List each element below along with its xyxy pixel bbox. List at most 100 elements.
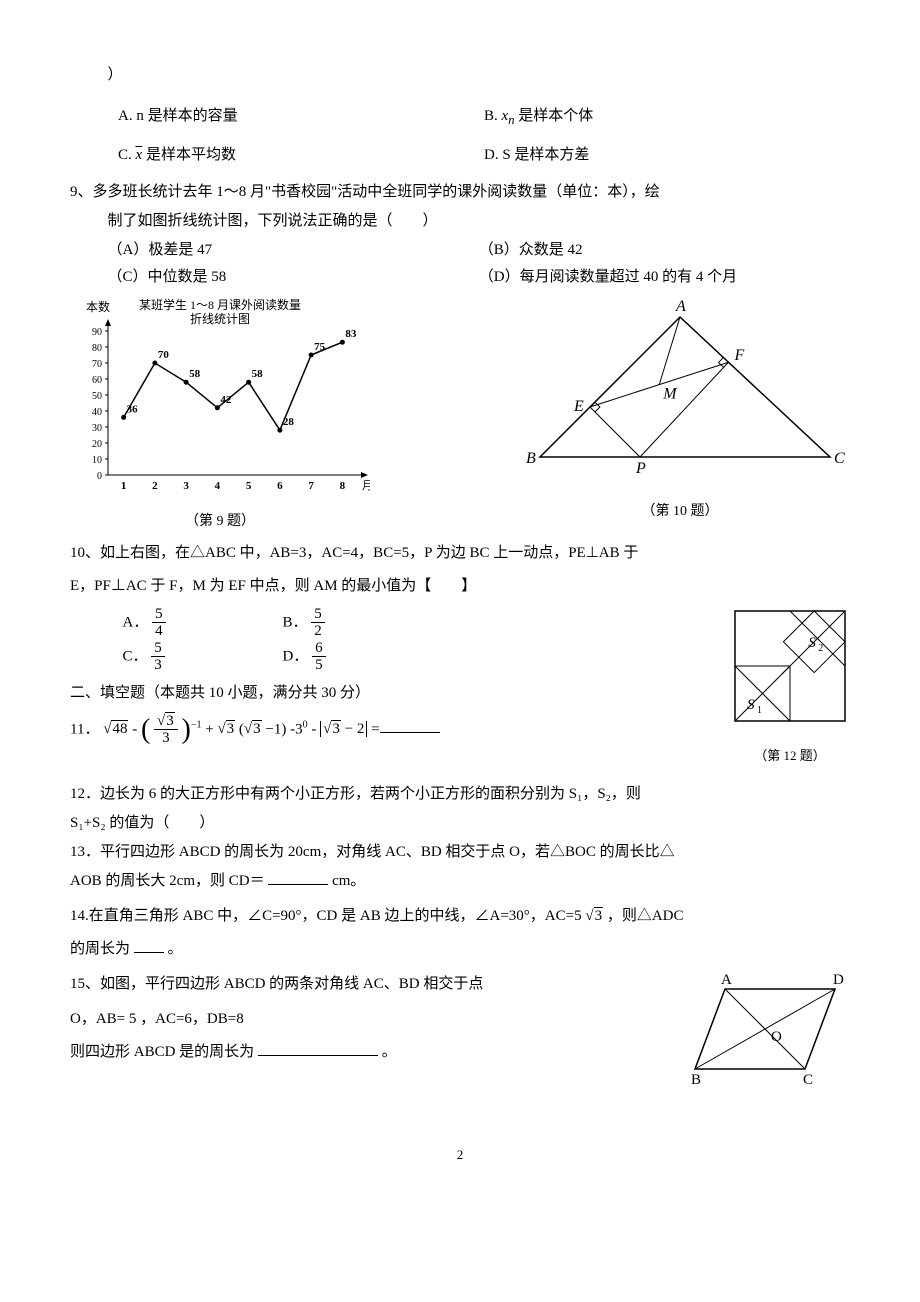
svg-text:5: 5 — [246, 480, 252, 492]
abs: 3 − 2 — [320, 721, 367, 737]
svg-text:20: 20 — [92, 439, 102, 450]
q10-stem-1: 10、如上右图，在△ABC 中，AB=3，AC=4，BC=5，P 为边 BC 上… — [70, 540, 850, 567]
svg-text:折线统计图: 折线统计图 — [190, 311, 250, 326]
page-number: 2 — [70, 1143, 850, 1166]
q9-opts-row1: （A）极差是 47 （B）众数是 42 — [70, 237, 850, 264]
q14-sqrt-val: 3 — [594, 907, 604, 924]
q15-blank — [258, 1040, 378, 1056]
svg-text:90: 90 — [92, 327, 102, 338]
svg-text:月份: 月份 — [362, 479, 370, 492]
q8-optA: A. n 是样本的容量 — [118, 103, 484, 132]
svg-text:8: 8 — [340, 480, 346, 492]
q14-l1-post: ，则△ADC — [607, 908, 684, 924]
minus1: - — [132, 721, 141, 737]
q14-blank — [134, 937, 164, 953]
q10-opts-row1: A． 54 B． 52 — [70, 606, 443, 640]
minus2: -3 — [290, 721, 303, 737]
q9-stem-2: 制了如图折线统计图，下列说法正确的是（ ） — [70, 208, 850, 235]
m1: −1) — [262, 721, 287, 737]
minus3: - — [311, 721, 320, 737]
q11-label: 11． — [70, 721, 99, 737]
caption-9: （第 9 题） — [70, 509, 370, 534]
sqrt3b: 3 — [244, 716, 262, 743]
q13-l2-post: cm。 — [332, 873, 365, 889]
q8-optD: D. S 是样本方差 — [484, 142, 850, 169]
q13-l2-pre: AOB 的周长大 2cm，则 CD＝ — [70, 873, 265, 889]
svg-text:A: A — [675, 298, 686, 315]
labelB: B． — [283, 614, 308, 630]
svg-text:0: 0 — [97, 471, 102, 482]
svg-text:D: D — [833, 972, 844, 988]
svg-text:83: 83 — [345, 328, 357, 340]
q8-optB: B. xn 是样本个体 — [484, 103, 850, 132]
q13-blank — [268, 869, 328, 885]
q10D-d: 5 — [312, 657, 326, 674]
svg-text:4: 4 — [215, 480, 221, 492]
q10A-d: 4 — [152, 623, 166, 640]
svg-text:E: E — [573, 398, 584, 415]
svg-text:本数: 本数 — [86, 299, 110, 314]
rp: ) — [182, 714, 191, 745]
q10-optB: B． 52 — [283, 606, 443, 640]
plus: + — [205, 721, 217, 737]
svg-text:75: 75 — [314, 341, 326, 353]
q10-opts-row2: C． 53 D． 65 — [70, 640, 443, 674]
svg-text:7: 7 — [308, 480, 314, 492]
svg-text:F: F — [733, 347, 744, 364]
svg-text:36: 36 — [127, 403, 139, 415]
svg-text:A: A — [721, 972, 732, 988]
svg-text:30: 30 — [92, 423, 102, 434]
q14-l1-pre: 14.在直角三角形 ABC 中，∠C=90°，CD 是 AB 边上的中线，∠A=… — [70, 908, 585, 924]
q8-optC: C. x 是样本平均数 — [118, 142, 484, 169]
svg-text:1: 1 — [121, 480, 127, 492]
q14-l2: 的周长为 。 — [70, 936, 850, 963]
svg-text:2: 2 — [152, 480, 158, 492]
q8-optB-post: 是样本个体 — [518, 108, 593, 124]
q10D-n: 6 — [312, 640, 326, 658]
sqrt3a: 3 — [217, 716, 235, 743]
q14-l1: 14.在直角三角形 ABC 中，∠C=90°，CD 是 AB 边上的中线，∠A=… — [70, 903, 850, 930]
q12-figure: S1S2 — [730, 606, 850, 726]
q8-opts-row2: C. x 是样本平均数 D. S 是样本方差 — [70, 142, 850, 169]
svg-text:某班学生 1～8 月课外阅读数量: 某班学生 1～8 月课外阅读数量 — [139, 297, 301, 312]
labelA: A． — [123, 614, 149, 630]
svg-text:58: 58 — [189, 368, 201, 380]
exp-neg1: −1 — [191, 719, 202, 730]
q9-optC: （C）中位数是 58 — [108, 264, 479, 291]
q15-figure-wrap: ADBCO — [680, 969, 850, 1099]
svg-text:10: 10 — [92, 455, 102, 466]
svg-text:50: 50 — [92, 391, 102, 402]
svg-text:S: S — [808, 634, 816, 650]
q14-l2-post: 。 — [168, 941, 183, 957]
q11-eq: = — [371, 721, 379, 737]
q12-figure-wrap: S1S2 （第 12 题） — [730, 606, 850, 767]
svg-text:70: 70 — [92, 359, 102, 370]
triangle-figure: ABCPEFM — [510, 297, 850, 487]
q10C-n: 5 — [151, 640, 165, 658]
caption-12: （第 12 题） — [730, 744, 850, 767]
q10A-n: 5 — [152, 606, 166, 624]
q9-stem-1: 9、多多班长统计去年 1～8 月"书香校园"活动中全班同学的课外阅读数量（单位：… — [70, 179, 850, 206]
svg-text:P: P — [635, 460, 646, 477]
q9-optB: （B）众数是 42 — [479, 237, 850, 264]
q10B-d: 2 — [311, 623, 325, 640]
svg-text:S: S — [747, 697, 755, 713]
q8-opts-row1: A. n 是样本的容量 B. xn 是样本个体 — [70, 103, 850, 132]
triangle-fig-wrap: ABCPEFM （第 10 题） — [510, 297, 850, 534]
q15-l3-pre: 则四边形 ABCD 是的周长为 — [70, 1044, 254, 1060]
svg-text:28: 28 — [283, 416, 295, 428]
svg-text:C: C — [834, 450, 845, 467]
svg-text:60: 60 — [92, 375, 102, 386]
labelC: C． — [123, 648, 148, 664]
q10-optA: A． 54 — [123, 606, 283, 640]
q8-optC-pre: C. — [118, 147, 136, 163]
svg-text:3: 3 — [183, 480, 189, 492]
line-chart-wrap: 本数某班学生 1～8 月课外阅读数量折线统计图01020304050607080… — [70, 297, 370, 534]
q11-blank — [380, 717, 440, 733]
q9-opts-row2: （C）中位数是 58 （D）每月阅读数量超过 40 的有 4 个月 — [70, 264, 850, 291]
q8-tail-paren: ） — [70, 62, 850, 89]
svg-text:58: 58 — [252, 368, 264, 380]
svg-text:O: O — [771, 1029, 782, 1045]
svg-text:B: B — [691, 1072, 701, 1088]
q14-sqrt: 3 — [585, 903, 603, 930]
